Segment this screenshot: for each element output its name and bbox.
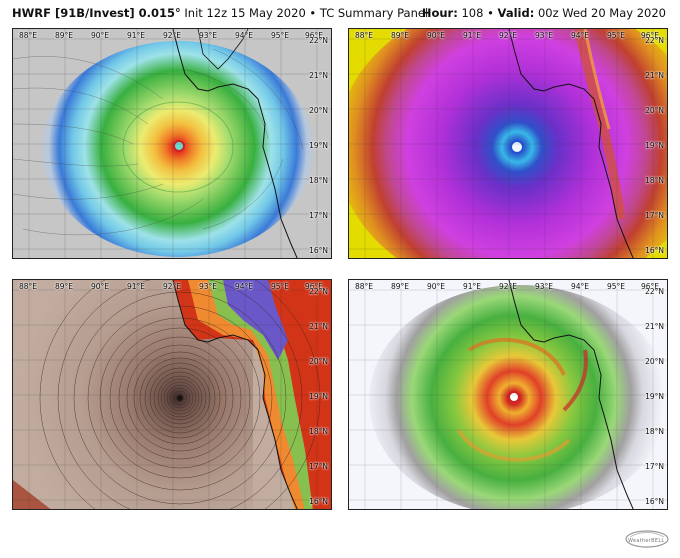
lat-label: 19°N (309, 392, 328, 401)
lat-label: 21°N (309, 322, 328, 331)
lon-label: 90°E (427, 31, 446, 40)
lat-label: 18°N (645, 176, 664, 185)
panel-wind-speed: 88°E 89°E 90°E 91°E 92°E 93°E 94°E 95°E … (12, 28, 332, 259)
lon-label: 95°E (271, 282, 290, 291)
init-text: Init 12z 15 May 2020 • TC Summary Panel (184, 6, 429, 20)
hour-value: 108 (461, 6, 484, 20)
lon-label: 94°E (235, 31, 254, 40)
hour-label: Hour: (421, 6, 458, 20)
lat-label: 22°N (645, 36, 664, 45)
lon-label: 88°E (355, 31, 374, 40)
lat-label: 22°N (309, 287, 328, 296)
lon-label: 89°E (55, 31, 74, 40)
lat-label: 22°N (309, 36, 328, 45)
lat-label: 20°N (645, 106, 664, 115)
lat-label: 19°N (645, 392, 664, 401)
lat-label: 18°N (309, 176, 328, 185)
lat-label: 17°N (309, 462, 328, 471)
lon-label: 91°E (463, 31, 482, 40)
lat-label: 17°N (309, 211, 328, 220)
lon-label: 92°E (499, 31, 518, 40)
lat-label: 16°N (309, 497, 328, 506)
lat-label: 19°N (309, 141, 328, 150)
lon-label: 95°E (607, 282, 626, 291)
lon-label: 89°E (391, 31, 410, 40)
lon-label: 96°E (641, 282, 660, 291)
lon-label: 91°E (463, 282, 482, 291)
header-bar: HWRF [91B/Invest] 0.015° Init 12z 15 May… (0, 0, 680, 24)
lat-label: 17°N (645, 462, 664, 471)
lon-label: 88°E (355, 282, 374, 291)
lon-label: 91°E (127, 31, 146, 40)
pressure-map (13, 280, 331, 509)
lon-label: 92°E (163, 31, 182, 40)
lat-label: 16°N (645, 497, 664, 506)
logo-swoosh-icon (625, 530, 669, 548)
lon-label: 93°E (199, 31, 218, 40)
lat-label: 20°N (309, 106, 328, 115)
lon-label: 95°E (607, 31, 626, 40)
lat-label: 21°N (645, 71, 664, 80)
reflectivity-map (349, 280, 667, 509)
lon-label: 96°E (641, 31, 660, 40)
lon-label: 90°E (427, 282, 446, 291)
lon-label: 95°E (271, 31, 290, 40)
logo-text: WeatherBELL (628, 538, 665, 544)
lon-label: 88°E (19, 31, 38, 40)
header-valid: Hour: 108 • Valid: 00z Wed 20 May 2020 (421, 6, 666, 20)
weatherbell-logo: WeatherBELL (624, 528, 670, 550)
lon-label: 89°E (391, 282, 410, 291)
lon-label: 90°E (91, 282, 110, 291)
lat-label: 18°N (309, 427, 328, 436)
lon-label: 92°E (163, 282, 182, 291)
lon-label: 92°E (499, 282, 518, 291)
lon-label: 93°E (535, 282, 554, 291)
lat-label: 17°N (645, 211, 664, 220)
valid-value: 00z Wed 20 May 2020 (537, 6, 666, 20)
lon-label: 94°E (571, 282, 590, 291)
lon-label: 94°E (235, 282, 254, 291)
panel-pressure-temperature: 88°E 89°E 90°E 91°E 92°E 93°E 94°E 95°E … (12, 279, 332, 510)
lat-label: 22°N (645, 287, 664, 296)
valid-label: Valid: (497, 6, 535, 20)
lon-label: 96°E (305, 282, 324, 291)
lon-label: 88°E (19, 282, 38, 291)
lat-label: 21°N (645, 322, 664, 331)
lat-label: 16°N (309, 246, 328, 255)
lat-label: 19°N (645, 141, 664, 150)
wind-map (13, 29, 331, 258)
lon-label: 89°E (55, 282, 74, 291)
lon-label: 93°E (535, 31, 554, 40)
lat-label: 21°N (309, 71, 328, 80)
lat-label: 16°N (645, 246, 664, 255)
lat-label: 20°N (645, 357, 664, 366)
lat-label: 20°N (309, 357, 328, 366)
lat-label: 18°N (645, 427, 664, 436)
panel-reflectivity: 88°E 89°E 90°E 91°E 92°E 93°E 94°E 95°E … (348, 279, 668, 510)
panel-ir-satellite: 88°E 89°E 90°E 91°E 92°E 93°E 94°E 95°E … (348, 28, 668, 259)
lon-label: 93°E (199, 282, 218, 291)
model-title: HWRF [91B/Invest] 0.015° (12, 6, 181, 20)
lon-label: 94°E (571, 31, 590, 40)
ir-map (349, 29, 667, 258)
lon-label: 96°E (305, 31, 324, 40)
lon-label: 90°E (91, 31, 110, 40)
header-title: HWRF [91B/Invest] 0.015° Init 12z 15 May… (12, 6, 428, 20)
lon-label: 91°E (127, 282, 146, 291)
